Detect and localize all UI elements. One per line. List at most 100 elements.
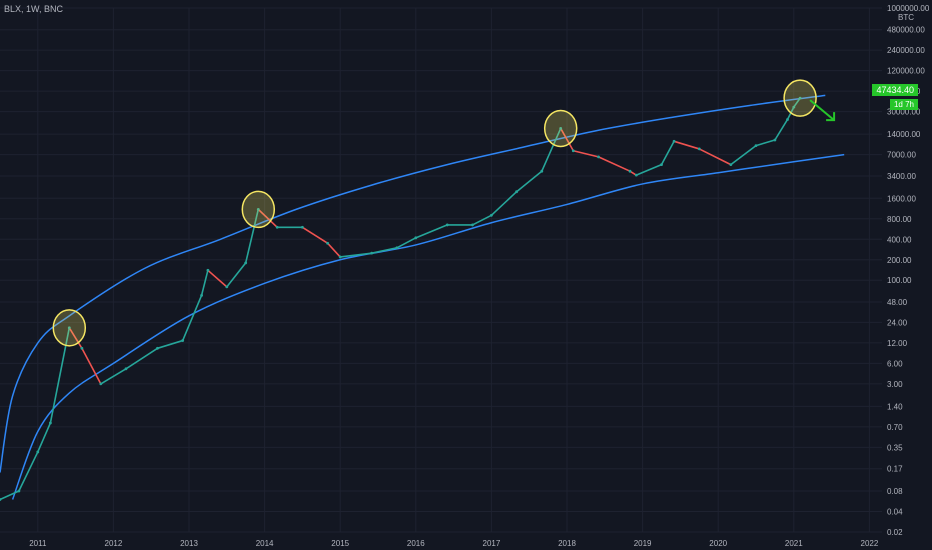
price-point (445, 223, 449, 227)
price-point (275, 225, 279, 229)
symbol-label[interactable]: BLX, 1W, BNC (4, 4, 64, 14)
peak-circle (52, 309, 87, 347)
price-series (0, 96, 802, 501)
price-tick-label: 3.00 (887, 380, 903, 389)
time-tick-label: 2021 (785, 539, 803, 548)
time-tick-label: 2018 (558, 539, 576, 548)
price-segment (793, 97, 801, 108)
price-point (798, 96, 802, 100)
price-tick-label: 1000000.00 (887, 4, 930, 13)
price-point (490, 213, 493, 217)
price-segment (226, 262, 247, 288)
channel-band-upper (0, 94, 826, 473)
price-point (515, 190, 518, 194)
time-tick-label: 2020 (709, 539, 727, 548)
price-point (326, 241, 329, 245)
price-segment (598, 156, 631, 172)
price-tick-label: 24.00 (887, 318, 908, 327)
price-point (773, 138, 777, 142)
price-point (244, 261, 248, 265)
price-point (559, 127, 563, 130)
price-segment (81, 347, 102, 385)
price-point (660, 163, 663, 167)
price-segment (560, 128, 574, 152)
price-axis[interactable]: 1000000.00480000.00240000.00120000.00600… (887, 4, 930, 537)
price-segment (516, 170, 543, 193)
time-axis[interactable]: 2011 2012 2013 2014 2015 2016 2017 2018 2019 2020… (29, 539, 879, 548)
price-segment (125, 347, 158, 370)
price-tick-label: 0.35 (887, 443, 903, 452)
price-segment (327, 242, 341, 258)
time-tick-label: 2014 (256, 539, 274, 548)
price-point (256, 207, 260, 211)
price-tick-label: 1.40 (887, 402, 903, 411)
time-tick-label: 2015 (331, 539, 349, 548)
price-segment (490, 191, 518, 216)
price-segment (673, 140, 700, 150)
price-tick-label: 7000.00 (887, 151, 916, 160)
price-tick-label: 12.00 (887, 339, 908, 348)
price-point (0, 498, 2, 501)
peak-circle (543, 109, 578, 148)
trend-arrow (809, 99, 835, 121)
price-point (597, 155, 600, 159)
time-tick-label: 2017 (483, 539, 501, 548)
price-point (200, 293, 204, 297)
peak-circle (783, 79, 817, 117)
channel-bands (0, 94, 845, 500)
price-segment (371, 246, 398, 254)
price-point (414, 236, 418, 240)
price-point (697, 147, 701, 151)
price-segment (340, 252, 372, 258)
price-point (225, 285, 229, 289)
grid (0, 7, 882, 533)
price-segment (257, 208, 278, 228)
price-point (628, 169, 632, 173)
price-segment (698, 148, 732, 166)
price-segment (301, 226, 329, 244)
price-point (786, 118, 789, 121)
price-tick-label: 200.00 (887, 256, 912, 265)
price-segment (415, 224, 448, 239)
price-unit-label: BTC (898, 13, 914, 22)
annotations (52, 79, 836, 347)
price-point (99, 382, 103, 386)
price-tick-label: 48.00 (887, 298, 908, 307)
bar-countdown-badge: 1d 7h (889, 99, 918, 110)
price-tick-label: 120000.00 (887, 67, 925, 76)
price-tick-label: 800.00 (887, 215, 912, 224)
price-segment (207, 269, 228, 288)
price-tick-label: 480000.00 (887, 26, 925, 35)
price-point (206, 268, 210, 272)
price-segment (755, 139, 776, 147)
price-segment (635, 163, 662, 176)
price-segment (472, 214, 492, 226)
price-segment (573, 149, 599, 158)
price-point (792, 105, 796, 109)
price-point (634, 173, 638, 177)
price-tick-label: 0.04 (887, 508, 903, 517)
price-segment (0, 490, 20, 501)
price-point (571, 149, 575, 153)
peak-circle (241, 190, 276, 229)
price-tick-label: 0.02 (887, 528, 903, 537)
price-segment (730, 144, 757, 166)
price-point (754, 144, 758, 148)
price-point (124, 367, 128, 371)
price-point (471, 223, 474, 227)
price-point (370, 251, 374, 255)
price-segment (18, 451, 39, 492)
price-tick-label: 240000.00 (887, 46, 925, 55)
price-point (156, 346, 159, 350)
price-tick-label: 0.17 (887, 465, 903, 474)
price-tick-label: 6.00 (887, 359, 903, 368)
price-point (672, 139, 676, 143)
price-point (540, 169, 544, 173)
price-tick-label: 30000.00 (887, 108, 921, 117)
time-tick-label: 2013 (180, 539, 198, 548)
time-tick-label: 2012 (105, 539, 123, 548)
price-segment (37, 422, 52, 453)
price-tick-label: 400.00 (887, 235, 912, 244)
price-segment (774, 119, 789, 141)
